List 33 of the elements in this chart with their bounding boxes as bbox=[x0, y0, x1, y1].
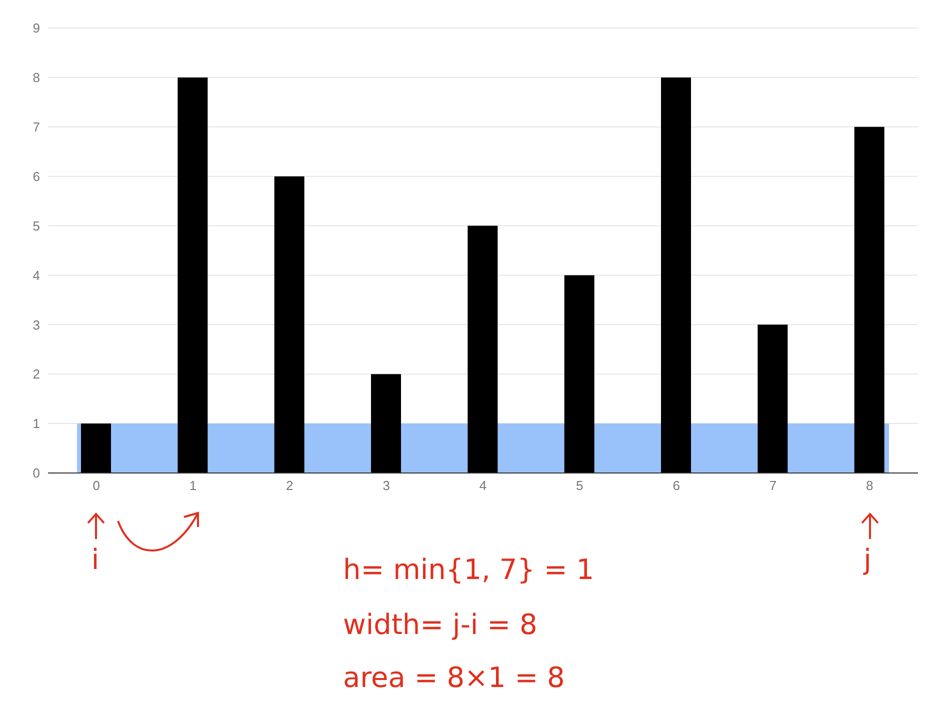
text: i bbox=[91, 543, 100, 576]
bar bbox=[661, 77, 691, 473]
x-tick-label: 4 bbox=[479, 478, 487, 494]
bar bbox=[274, 176, 304, 473]
y-tick-label: 3 bbox=[32, 317, 40, 332]
x-tick-label: 3 bbox=[382, 478, 390, 494]
y-tick-label: 6 bbox=[32, 168, 40, 184]
x-tick-label: 7 bbox=[769, 478, 777, 494]
x-tick-label: 6 bbox=[672, 478, 680, 494]
text: width= j-i = 8 bbox=[343, 608, 538, 641]
bar bbox=[564, 275, 594, 473]
bar bbox=[758, 324, 788, 473]
y-tick-label: 2 bbox=[32, 366, 40, 382]
text: h= min{1, 7} = 1 bbox=[343, 553, 594, 586]
x-tick-label: 5 bbox=[576, 478, 584, 494]
bar bbox=[468, 226, 498, 473]
bar bbox=[854, 126, 884, 473]
x-tick-label: 2 bbox=[286, 478, 294, 494]
text: area = 8×1 = 8 bbox=[343, 661, 565, 694]
x-tick-label: 0 bbox=[92, 478, 100, 494]
text: j bbox=[864, 543, 872, 576]
y-tick-label: 4 bbox=[32, 268, 40, 283]
x-tick-label: 8 bbox=[866, 478, 874, 494]
y-tick-label: 5 bbox=[32, 218, 40, 234]
y-tick-label: 8 bbox=[32, 70, 40, 86]
bar bbox=[371, 374, 401, 473]
bar bbox=[178, 77, 208, 473]
bar bbox=[81, 424, 111, 473]
y-tick-label: 9 bbox=[32, 20, 40, 36]
x-tick-label: 1 bbox=[189, 478, 197, 494]
y-tick-label: 0 bbox=[32, 466, 40, 481]
y-tick-label: 7 bbox=[32, 120, 40, 135]
y-tick-label: 1 bbox=[32, 416, 40, 432]
